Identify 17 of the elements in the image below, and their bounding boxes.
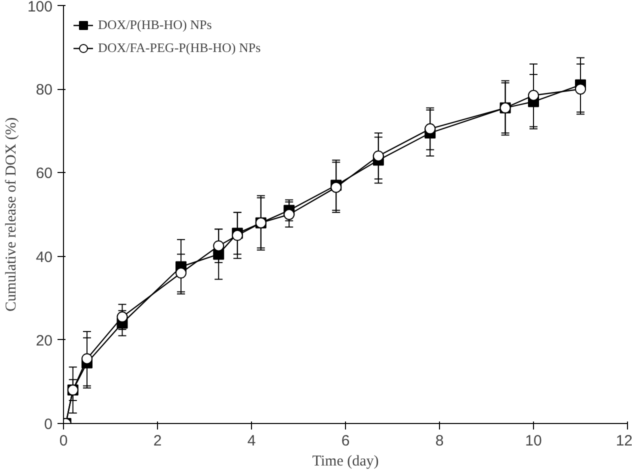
- y-tick-label: 0: [44, 416, 52, 433]
- legend-label: DOX/P(HB-HO) NPs: [98, 17, 212, 33]
- legend-label: DOX/FA-PEG-P(HB-HO) NPs: [98, 40, 261, 56]
- x-tick-label: 10: [525, 432, 542, 450]
- x-tick-label: 2: [153, 432, 162, 450]
- x-tick-label: 12: [616, 432, 632, 450]
- x-tick-label: 8: [435, 432, 444, 450]
- x-tick-label: 6: [341, 432, 350, 450]
- y-tick-label: 20: [36, 332, 53, 350]
- y-tick-label: 100: [27, 0, 53, 16]
- x-tick-label: 4: [247, 432, 256, 450]
- x-tick-label: 0: [59, 432, 68, 450]
- y-tick-label: 40: [36, 248, 53, 266]
- y-tick-label: 80: [36, 82, 53, 99]
- y-axis-title: Cumulative release of DOX (%): [3, 117, 20, 312]
- y-tick-label: 60: [36, 165, 53, 182]
- x-axis-title: Time (day): [312, 454, 379, 470]
